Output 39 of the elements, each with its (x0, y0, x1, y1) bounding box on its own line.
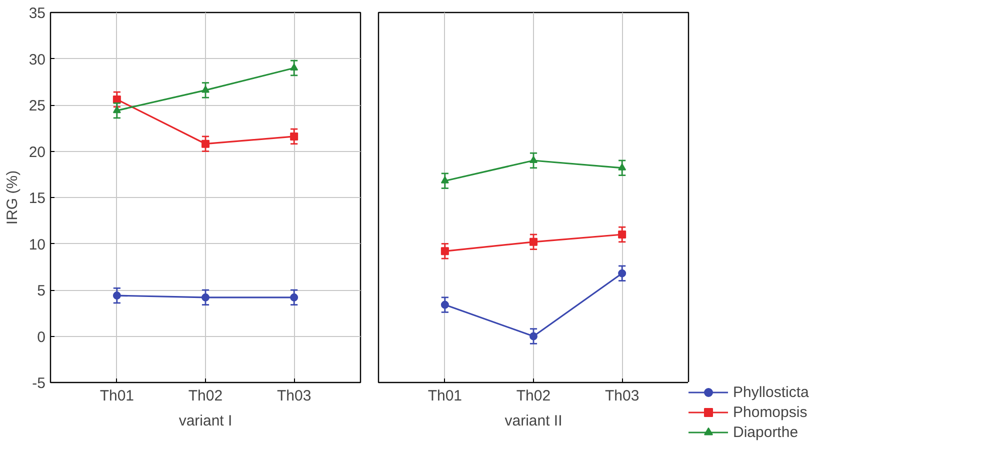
x-tick-label: Th03 (604, 388, 640, 404)
point (618, 269, 626, 278)
x-axis-title: variant II (504, 412, 562, 430)
point (440, 300, 449, 309)
point (440, 176, 449, 184)
y-axis-title: IRG (%) (4, 170, 21, 225)
y-tick-label: 10 (28, 236, 46, 254)
point (530, 332, 538, 340)
legend-label: Phyllosticta (733, 384, 809, 400)
point (290, 293, 298, 302)
y-tick-label: 35 (28, 5, 46, 22)
point (530, 238, 538, 246)
point (530, 156, 538, 164)
x-tick-label: Th02 (516, 388, 551, 404)
point (112, 106, 121, 114)
point (618, 163, 626, 170)
point (202, 86, 210, 93)
x-tick-label: Th03 (276, 388, 312, 404)
point (290, 132, 298, 140)
point (618, 230, 626, 238)
point (112, 95, 121, 104)
x-tick-label: Th01 (428, 388, 462, 404)
point (202, 140, 210, 148)
y-tick-label: 25 (28, 98, 46, 114)
y-tick-label: 30 (28, 51, 46, 68)
point (290, 63, 298, 71)
y-tick-label: 5 (37, 282, 46, 300)
y-tick-label: 20 (28, 144, 46, 161)
y-tick-label: -5 (32, 375, 46, 392)
point (440, 247, 449, 256)
legend-label: Phomopsis (733, 404, 808, 420)
legend-label: Diaporthe (733, 424, 798, 440)
point (202, 293, 210, 302)
x-tick-label: Th01 (100, 388, 134, 404)
y-tick-label: 0 (37, 328, 46, 346)
y-tick-label: 15 (28, 190, 46, 207)
x-tick-label: Th02 (188, 388, 223, 404)
point (112, 292, 121, 300)
x-axis-title: variant I (178, 412, 232, 430)
